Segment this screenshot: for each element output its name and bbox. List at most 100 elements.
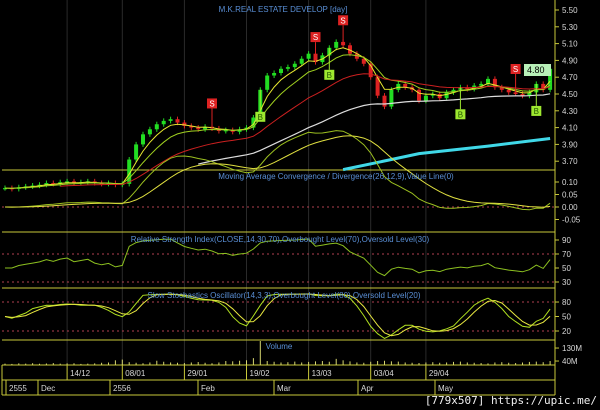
price-axis-label: 4.50 — [562, 90, 578, 99]
candle-body — [506, 89, 511, 93]
candle-body — [479, 83, 484, 86]
candle-body — [348, 45, 352, 54]
stoch-d-line — [4, 293, 551, 337]
ma-longest-line — [342, 137, 551, 172]
candle-body — [51, 183, 56, 185]
candle-body — [423, 95, 428, 101]
stoch-axis-label: 50 — [562, 313, 571, 322]
sell-signal-marker — [207, 98, 217, 109]
candle-body — [292, 63, 297, 68]
date-tick-label: 29/04 — [429, 369, 450, 378]
macd-axis-label: 0.10 — [562, 178, 578, 187]
macd-axis-label: -0.05 — [562, 216, 581, 225]
candle-body — [3, 188, 7, 190]
candle-body — [527, 92, 532, 96]
month-label: Apr — [361, 384, 374, 393]
buy-signal-marker — [255, 111, 266, 122]
candle-body — [279, 68, 283, 73]
candle-body — [417, 89, 421, 101]
date-tick-label: 08/01 — [125, 369, 146, 378]
rsi-axis-label: 50 — [562, 264, 571, 273]
watermark: [779x507] https://upic.me/ — [425, 394, 597, 407]
month-label: May — [438, 384, 453, 393]
candle-body — [492, 78, 497, 88]
candle-body — [203, 126, 208, 130]
candle-body — [389, 89, 394, 107]
candle-body — [44, 183, 49, 185]
buy-signal-marker — [455, 109, 466, 120]
last-price-label: 4.80 — [527, 65, 545, 75]
rsi-axis-label: 70 — [562, 250, 571, 259]
candle-body — [354, 53, 359, 59]
candle-body — [486, 78, 490, 84]
macd-signal-line — [5, 135, 551, 208]
last-price-box — [524, 64, 551, 76]
signal-label: B — [258, 113, 263, 122]
candle-body — [37, 184, 42, 186]
axes: 5.50 5.30 5.10 4.90 4.70 4.50 4.30 4.10 3.90 3.70… — [5, 6, 582, 395]
signal-label: B — [458, 110, 463, 119]
candle-body — [306, 53, 311, 59]
signal-label: B — [534, 107, 539, 116]
month-label: 2556 — [113, 384, 131, 393]
candle-body — [65, 181, 70, 183]
price-axis-label: 5.30 — [562, 23, 578, 32]
price-axis-label: 5.50 — [562, 6, 578, 15]
candle-body — [223, 130, 228, 132]
macd-line — [4, 130, 551, 211]
candle-body — [251, 117, 256, 128]
rsi-axis-label: 90 — [562, 236, 571, 245]
price-axis-label: 4.10 — [562, 124, 578, 133]
candle-body — [154, 124, 159, 130]
month-label: Dec — [41, 384, 55, 393]
candle-body — [444, 92, 449, 99]
date-tick-label: 13/03 — [312, 369, 333, 378]
candle-body — [541, 83, 546, 90]
chart-title: M.K.REAL ESTATE DEVELOP [day] — [219, 5, 348, 14]
date-tick-label: 29/01 — [187, 369, 208, 378]
macd-axis-label: 0.05 — [562, 191, 578, 200]
price-axis-label: 4.70 — [562, 73, 578, 82]
candle-body — [161, 120, 166, 125]
signal-label: S — [313, 33, 318, 42]
candle-body — [272, 73, 277, 76]
candle-body — [430, 94, 435, 96]
signal-label: S — [209, 99, 214, 108]
stoch-axis-label: 80 — [562, 298, 571, 307]
ma-long-line — [198, 93, 551, 165]
price-axis-label: 4.90 — [562, 56, 578, 65]
volume-axis-label: 40M — [562, 357, 578, 366]
candle-body — [127, 159, 132, 184]
ma-slow-line — [60, 73, 551, 187]
stoch-axis-label: 20 — [562, 327, 571, 336]
sell-signal-marker — [338, 15, 349, 26]
candle-body — [334, 41, 339, 48]
month-label: 2555 — [9, 384, 27, 393]
price-axis-label: 4.30 — [562, 107, 578, 116]
candle-body — [189, 125, 194, 128]
candle-body — [168, 119, 173, 121]
signal-label: S — [513, 65, 518, 74]
macd-title: Moving Average Convergence / Divergence(… — [218, 172, 454, 181]
signal-label: B — [327, 71, 332, 80]
candle-body — [147, 129, 152, 135]
candle-body — [72, 181, 76, 184]
chart-marks: S S S S B B B B — [3, 15, 553, 365]
signal-label: S — [340, 16, 345, 25]
stoch-title: Slow Stochastics Oscillator(14,3,3),Over… — [147, 291, 420, 300]
candle-body — [451, 89, 456, 93]
sell-signal-marker — [510, 64, 521, 74]
candle-body — [196, 127, 201, 130]
candle-body — [403, 83, 408, 88]
price-axis-label: 3.70 — [562, 157, 578, 166]
date-tick-label: 19/02 — [250, 369, 271, 378]
candle-body — [299, 58, 304, 64]
candle-body — [368, 63, 373, 78]
month-label: Mar — [277, 384, 291, 393]
macd-axis-label: 0.00 — [562, 203, 578, 212]
price-axis-label: 5.10 — [562, 40, 578, 49]
rsi-line — [5, 238, 551, 277]
candle-body — [382, 95, 387, 107]
sell-signal-marker — [310, 32, 321, 43]
